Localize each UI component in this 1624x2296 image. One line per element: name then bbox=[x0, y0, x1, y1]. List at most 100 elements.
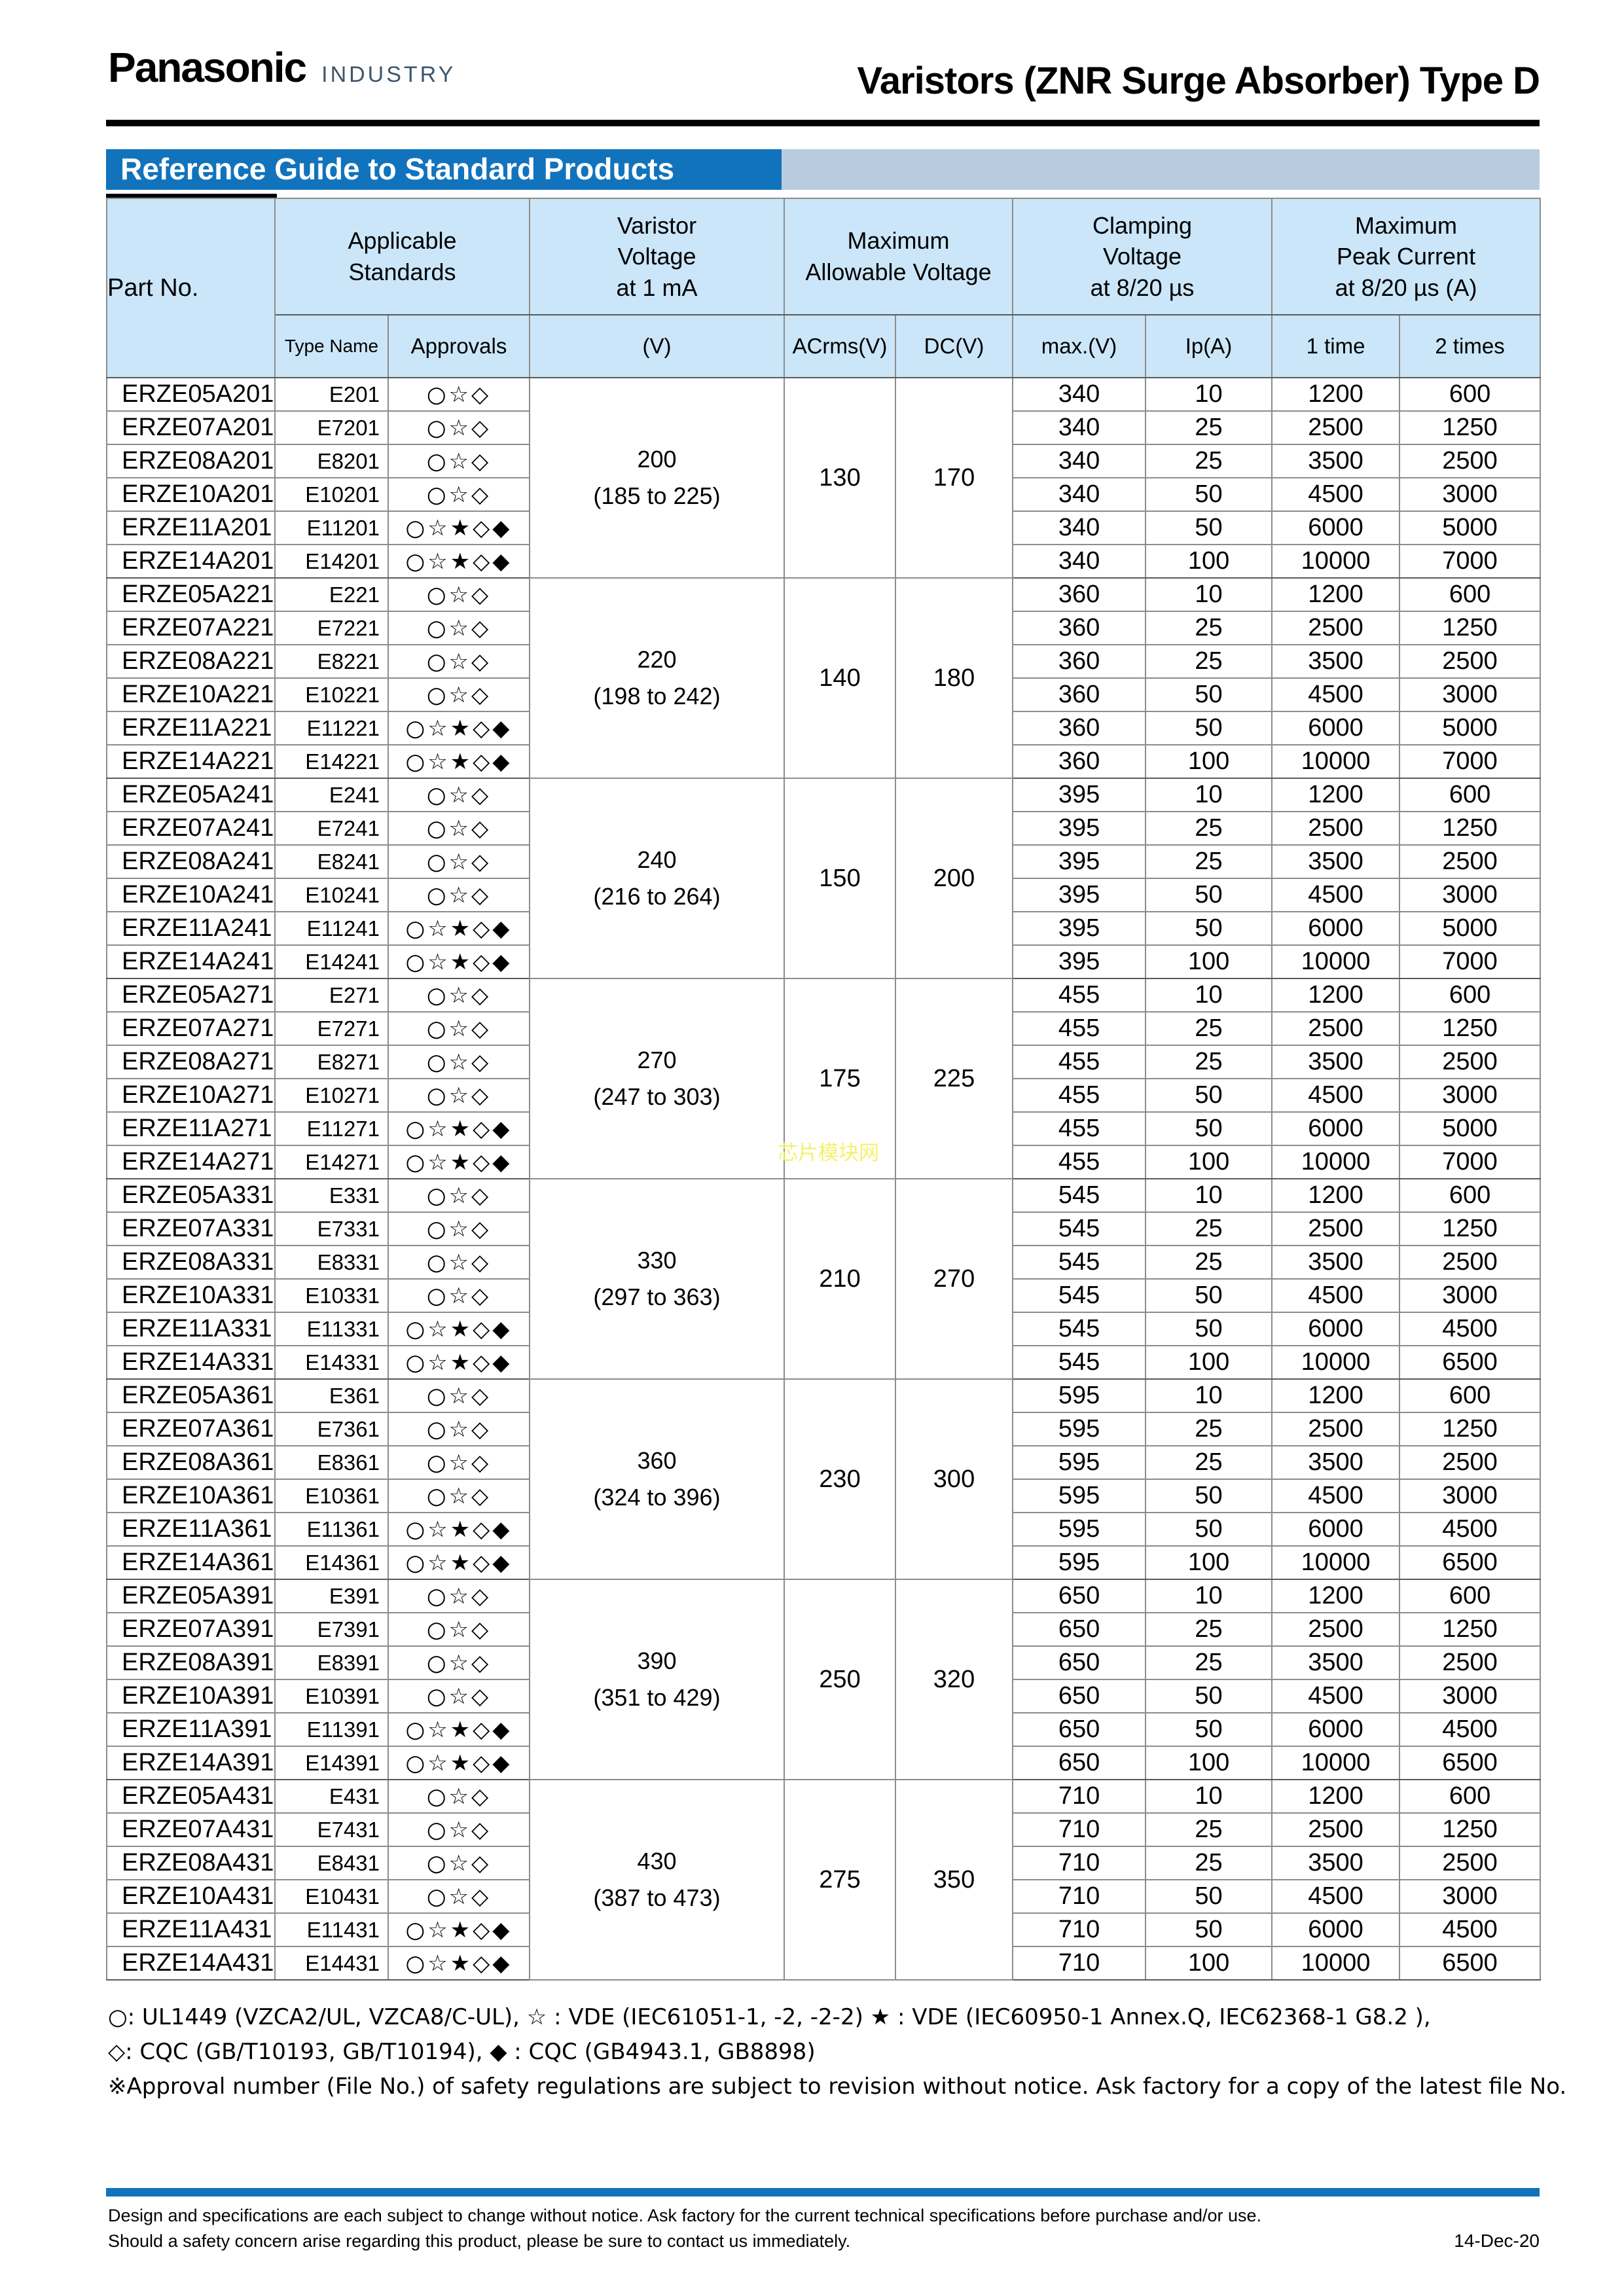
acrms-cell: 210 bbox=[784, 1178, 896, 1380]
peak-2times-cell: 2500 bbox=[1399, 1245, 1542, 1280]
acrms-cell: 175 bbox=[784, 978, 896, 1179]
type-name-cell: E10221 bbox=[274, 677, 389, 712]
peak-2times-cell: 2500 bbox=[1399, 444, 1542, 478]
peak-2times-cell: 2500 bbox=[1399, 1045, 1542, 1079]
peak-1time-cell: 4500 bbox=[1271, 1679, 1401, 1713]
clamping-max-cell: 545 bbox=[1012, 1245, 1147, 1280]
peak-1time-cell: 3500 bbox=[1271, 444, 1401, 478]
type-name-cell: E14431 bbox=[274, 1946, 389, 1981]
part-no-cell: ERZE11A331 bbox=[106, 1312, 276, 1346]
clamping-ip-cell: 50 bbox=[1145, 878, 1273, 912]
approvals-cell: ○☆◇ bbox=[388, 878, 530, 912]
clamping-max-cell: 650 bbox=[1012, 1712, 1147, 1747]
approvals-cell: ○☆★◇◆ bbox=[388, 1545, 530, 1580]
peak-2times-cell: 3000 bbox=[1399, 477, 1542, 512]
clamping-ip-cell: 10 bbox=[1145, 1579, 1273, 1613]
approvals-cell: ○☆◇ bbox=[388, 644, 530, 679]
table-row: ERZE14A201 E14201 ○☆★◇◆ 340 100 10000 7000 bbox=[106, 544, 1542, 579]
type-name-cell: E201 bbox=[274, 377, 389, 412]
col-header-part-no: Part No. bbox=[106, 198, 276, 378]
type-name-cell: E11221 bbox=[274, 711, 389, 745]
approvals-cell: ○☆◇ bbox=[388, 1445, 530, 1480]
approvals-cell: ○☆★◇◆ bbox=[388, 1345, 530, 1380]
clamping-max-cell: 395 bbox=[1012, 844, 1147, 879]
clamping-ip-cell: 50 bbox=[1145, 1312, 1273, 1346]
clamping-ip-cell: 25 bbox=[1145, 1812, 1273, 1847]
table-row: ERZE10A201 E10201 ○☆◇ 340 50 4500 3000 bbox=[106, 477, 1542, 512]
table-row: ERZE14A431 E14431 ○☆★◇◆ 710 100 10000 6500 bbox=[106, 1946, 1542, 1981]
peak-1time-cell: 3500 bbox=[1271, 1846, 1401, 1880]
clamping-max-cell: 710 bbox=[1012, 1912, 1147, 1947]
approvals-cell: ○☆◇ bbox=[388, 1278, 530, 1313]
clamping-ip-cell: 10 bbox=[1145, 1178, 1273, 1213]
part-no-cell: ERZE11A241 bbox=[106, 911, 276, 946]
footnote-approvals-2: ◇: CQC (GB/T10193, GB/T10194), ◆ : CQC (… bbox=[108, 2039, 816, 2065]
peak-1time-cell: 2500 bbox=[1271, 410, 1401, 445]
peak-2times-cell: 2500 bbox=[1399, 1445, 1542, 1480]
peak-1time-cell: 10000 bbox=[1271, 944, 1401, 979]
type-name-cell: E10331 bbox=[274, 1278, 389, 1313]
col-header-2-times: 2 times bbox=[1399, 314, 1542, 378]
peak-1time-cell: 3500 bbox=[1271, 1445, 1401, 1480]
peak-1time-cell: 6000 bbox=[1271, 1512, 1401, 1547]
peak-2times-cell: 6500 bbox=[1399, 1545, 1542, 1580]
approvals-cell: ○☆◇ bbox=[388, 477, 530, 512]
clamping-ip-cell: 50 bbox=[1145, 1912, 1273, 1947]
type-name-cell: E8241 bbox=[274, 844, 389, 879]
clamping-ip-cell: 25 bbox=[1145, 1045, 1273, 1079]
peak-2times-cell: 6500 bbox=[1399, 1746, 1542, 1780]
dc-cell: 270 bbox=[894, 1178, 1014, 1380]
approvals-cell: ○☆★◇◆ bbox=[388, 1111, 530, 1146]
peak-2times-cell: 4500 bbox=[1399, 1312, 1542, 1346]
clamping-max-cell: 340 bbox=[1012, 377, 1147, 412]
clamping-ip-cell: 50 bbox=[1145, 1078, 1273, 1113]
table-row: ERZE08A241 E8241 ○☆◇ 395 25 3500 2500 bbox=[106, 844, 1542, 879]
peak-2times-cell: 6500 bbox=[1399, 1345, 1542, 1380]
varistor-voltage-cell: 240 (216 to 264) bbox=[529, 778, 785, 979]
table-row: ERZE10A221 E10221 ○☆◇ 360 50 4500 3000 bbox=[106, 677, 1542, 712]
part-no-cell: ERZE05A331 bbox=[106, 1178, 276, 1213]
clamping-max-cell: 395 bbox=[1012, 944, 1147, 979]
peak-2times-cell: 600 bbox=[1399, 1378, 1542, 1413]
peak-1time-cell: 3500 bbox=[1271, 1245, 1401, 1280]
clamping-max-cell: 650 bbox=[1012, 1645, 1147, 1680]
peak-1time-cell: 1200 bbox=[1271, 778, 1401, 812]
clamping-ip-cell: 25 bbox=[1145, 1412, 1273, 1446]
clamping-max-cell: 595 bbox=[1012, 1512, 1147, 1547]
peak-2times-cell: 3000 bbox=[1399, 677, 1542, 712]
part-no-cell: ERZE07A241 bbox=[106, 811, 276, 846]
type-name-cell: E271 bbox=[274, 978, 389, 1013]
clamping-max-cell: 650 bbox=[1012, 1579, 1147, 1613]
clamping-max-cell: 360 bbox=[1012, 677, 1147, 712]
clamping-max-cell: 340 bbox=[1012, 544, 1147, 579]
table-row: ERZE14A271 E14271 ○☆★◇◆ 455 100 10000 7000 bbox=[106, 1145, 1542, 1179]
peak-1time-cell: 2500 bbox=[1271, 1412, 1401, 1446]
clamping-ip-cell: 10 bbox=[1145, 577, 1273, 612]
peak-2times-cell: 3000 bbox=[1399, 1479, 1542, 1513]
clamping-ip-cell: 25 bbox=[1145, 1645, 1273, 1680]
peak-1time-cell: 6000 bbox=[1271, 511, 1401, 545]
clamping-ip-cell: 50 bbox=[1145, 1111, 1273, 1146]
watermark-text: 芯片模块网 bbox=[778, 1141, 879, 1164]
part-no-cell: ERZE05A271 bbox=[106, 978, 276, 1013]
approvals-cell: ○☆◇ bbox=[388, 1045, 530, 1079]
part-no-cell: ERZE05A391 bbox=[106, 1579, 276, 1613]
approvals-cell: ○☆◇ bbox=[388, 577, 530, 612]
peak-2times-cell: 7000 bbox=[1399, 1145, 1542, 1179]
type-name-cell: E14331 bbox=[274, 1345, 389, 1380]
approvals-cell: ○☆★◇◆ bbox=[388, 944, 530, 979]
clamping-ip-cell: 50 bbox=[1145, 677, 1273, 712]
approvals-cell: ○☆◇ bbox=[388, 811, 530, 846]
peak-2times-cell: 1250 bbox=[1399, 1412, 1542, 1446]
approvals-cell: ○☆◇ bbox=[388, 778, 530, 812]
approvals-cell: ○☆◇ bbox=[388, 844, 530, 879]
clamping-max-cell: 545 bbox=[1012, 1178, 1147, 1213]
type-name-cell: E7221 bbox=[274, 611, 389, 645]
peak-2times-cell: 4500 bbox=[1399, 1712, 1542, 1747]
clamping-ip-cell: 25 bbox=[1145, 611, 1273, 645]
table-row: ERZE05A431 E431 ○☆◇ 430 (387 to 473) 275 350 7… bbox=[106, 1779, 1542, 1981]
type-name-cell: E7431 bbox=[274, 1812, 389, 1847]
dc-cell: 300 bbox=[894, 1378, 1014, 1580]
approvals-cell: ○☆★◇◆ bbox=[388, 744, 530, 779]
peak-2times-cell: 3000 bbox=[1399, 878, 1542, 912]
